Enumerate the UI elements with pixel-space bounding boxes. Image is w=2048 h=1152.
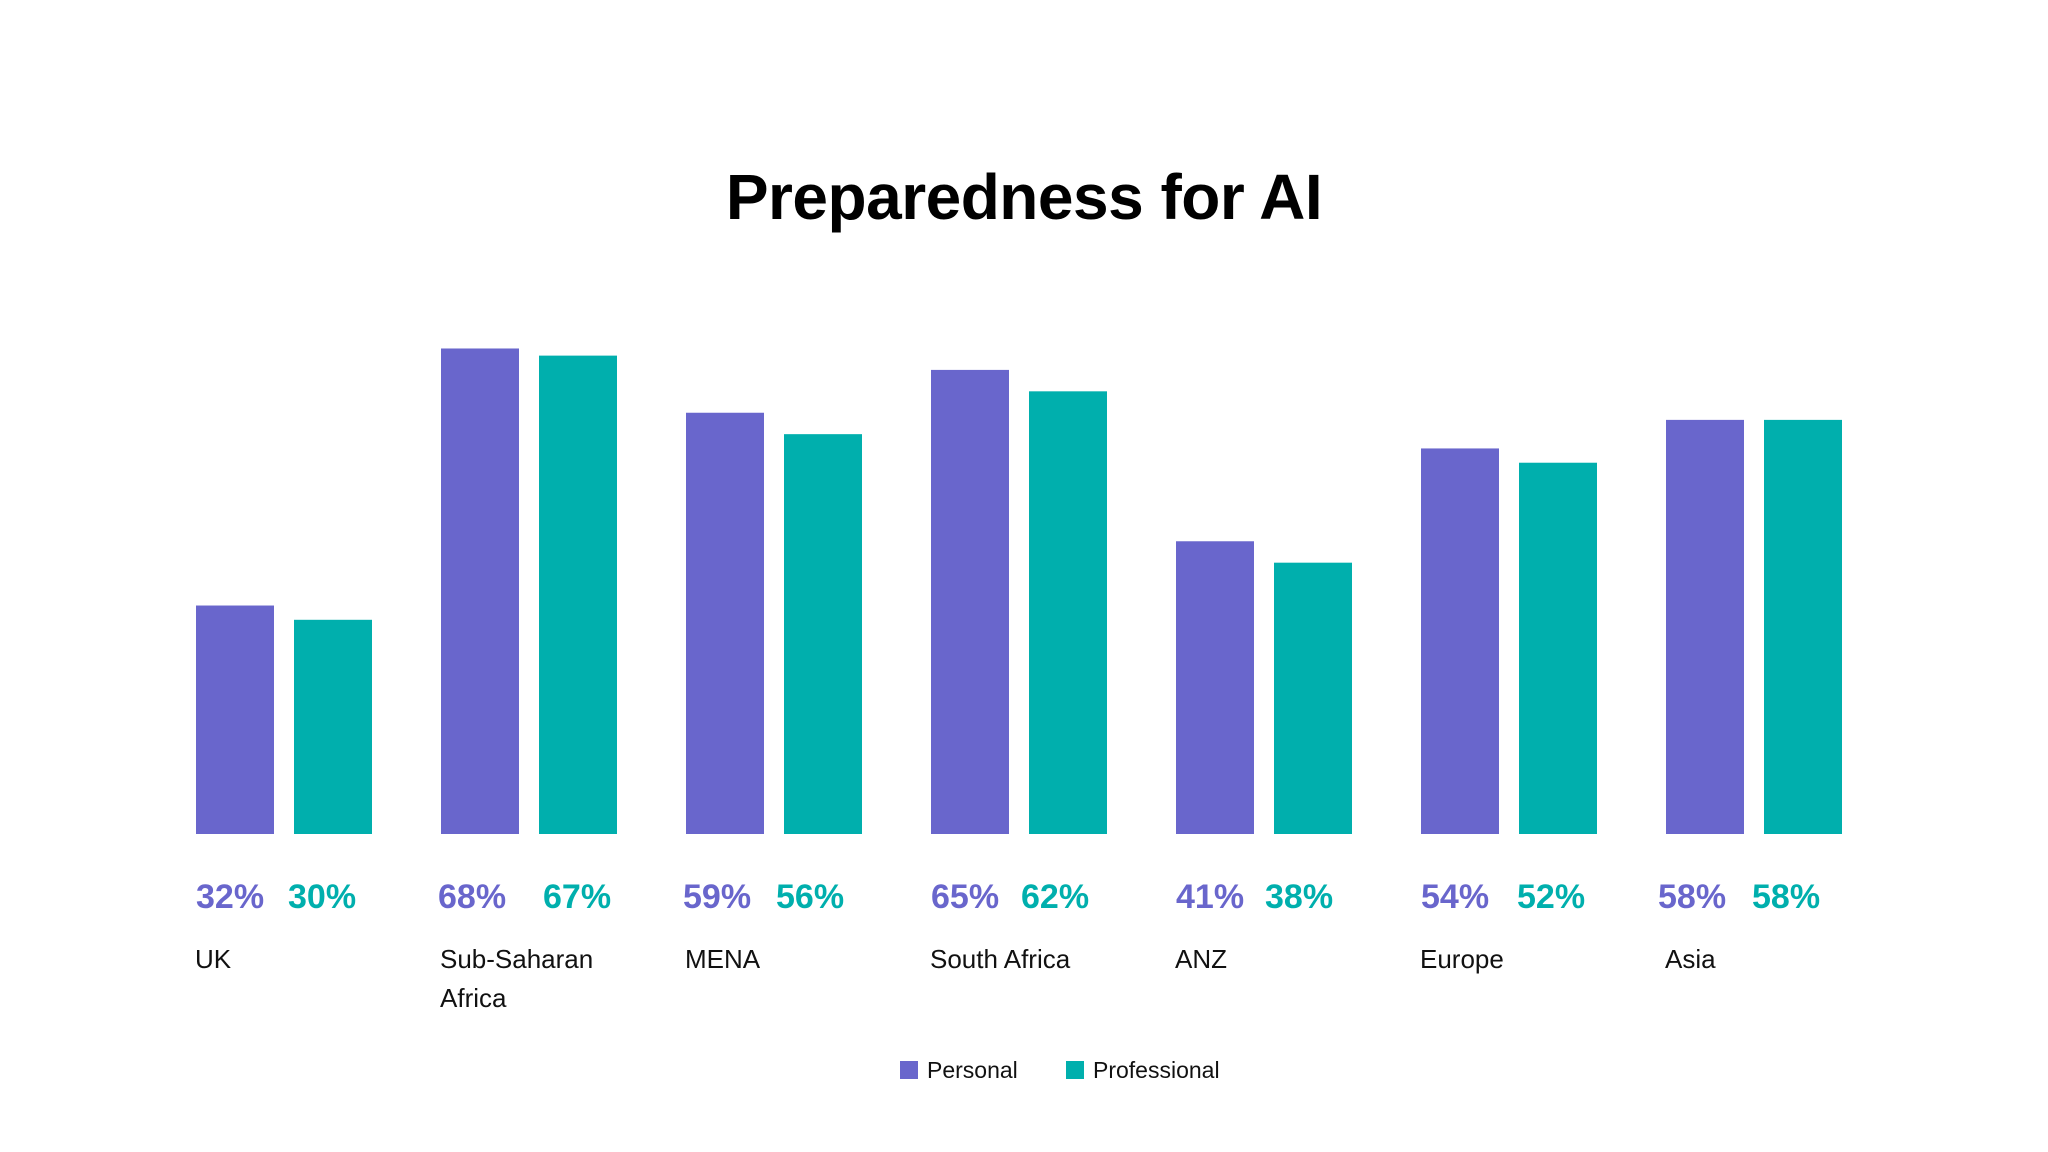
value-label-professional-3: 62%	[1021, 878, 1089, 916]
category-label-6: Asia	[1665, 944, 1716, 974]
legend-swatch-personal	[900, 1061, 918, 1079]
value-label-professional-4: 38%	[1265, 878, 1333, 916]
value-label-professional-5: 52%	[1517, 878, 1585, 916]
legend: Personal Professional	[900, 1057, 1220, 1083]
value-label-professional-2: 56%	[776, 878, 844, 916]
value-label-personal-5: 54%	[1421, 878, 1489, 916]
bar-professional-4	[1274, 562, 1352, 834]
bar-personal-3	[931, 369, 1009, 834]
bar-professional-1	[539, 355, 617, 834]
bar-personal-0	[196, 605, 274, 834]
bar-personal-5	[1421, 448, 1499, 834]
legend-swatch-professional	[1066, 1061, 1084, 1079]
value-label-personal-4: 41%	[1176, 878, 1244, 916]
bar-personal-4	[1176, 541, 1254, 834]
bar-professional-5	[1519, 462, 1597, 834]
category-label-1: Sub-Saharan Africa	[440, 944, 593, 1013]
bars-group	[196, 348, 1842, 834]
value-label-personal-1: 68%	[438, 878, 506, 916]
value-labels-group: 32% 30% 68% 67% 59% 56% 65% 62% 41% 38% 54% 52% 58% 5…	[196, 878, 1820, 916]
category-label-4: ANZ	[1175, 944, 1227, 974]
bar-personal-1	[441, 348, 519, 834]
bar-personal-2	[686, 412, 764, 834]
chart-title: Preparedness for AI	[725, 161, 1323, 233]
value-label-personal-3: 65%	[931, 878, 999, 916]
category-label-3: South Africa	[930, 944, 1071, 974]
value-label-professional-6: 58%	[1752, 878, 1820, 916]
value-label-personal-0: 32%	[196, 878, 264, 916]
value-label-personal-6: 58%	[1658, 878, 1726, 916]
bar-professional-0	[294, 619, 372, 834]
bar-professional-6	[1764, 419, 1842, 834]
bar-professional-2	[784, 434, 862, 834]
category-label-5: Europe	[1420, 944, 1504, 974]
legend-label-personal: Personal	[927, 1057, 1018, 1083]
value-label-professional-1: 67%	[543, 878, 611, 916]
category-label-2: MENA	[685, 944, 761, 974]
bar-professional-3	[1029, 391, 1107, 834]
value-label-personal-2: 59%	[683, 878, 751, 916]
category-label-0: UK	[195, 944, 232, 974]
legend-label-professional: Professional	[1093, 1057, 1220, 1083]
bar-personal-6	[1666, 419, 1744, 834]
category-labels-group: UK Sub-Saharan Africa MENA South Africa ANZ Eu…	[195, 944, 1716, 1013]
value-label-professional-0: 30%	[288, 878, 356, 916]
